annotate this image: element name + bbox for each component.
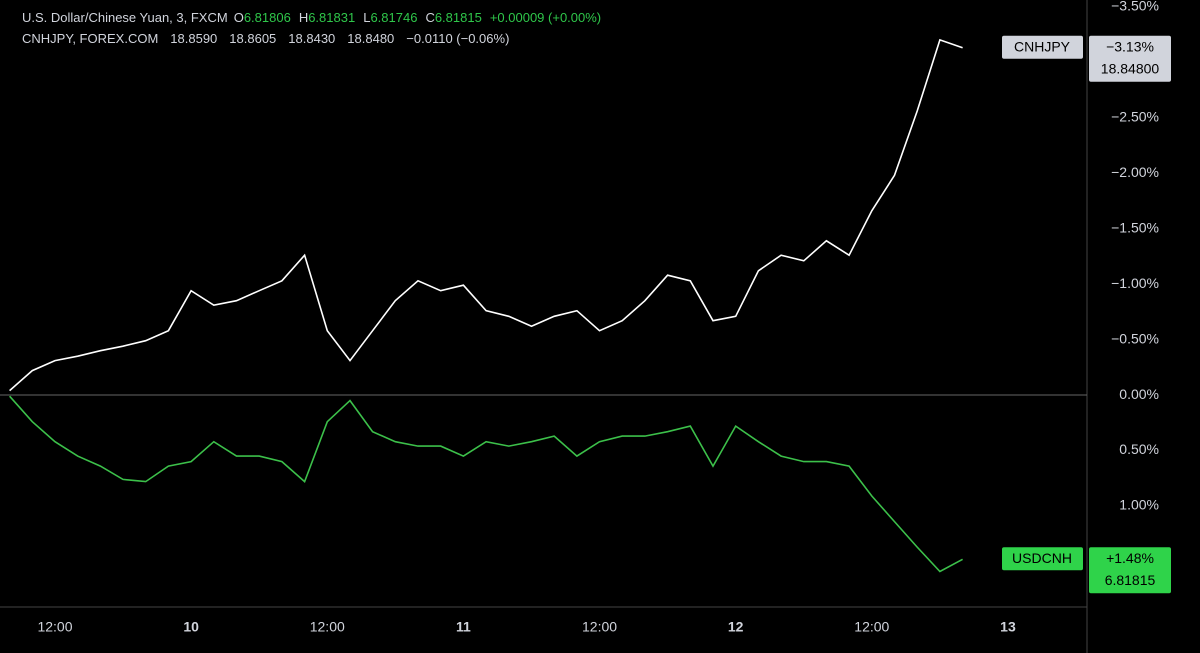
last-label: −3.13%: [1106, 38, 1154, 54]
last-label: +1.48%: [1106, 550, 1154, 566]
symbol-title: U.S. Dollar/Chinese Yuan, 3, FXCM: [22, 10, 228, 25]
y-tick-label: −1.00%: [1111, 275, 1159, 291]
x-tick-label: 12:00: [854, 619, 889, 635]
y-tick-label: −1.50%: [1111, 219, 1159, 235]
compare-change: −0.0110 (−0.06%): [406, 31, 509, 46]
series-name: CNHJPY: [1014, 38, 1071, 54]
y-tick-label: −0.50%: [1111, 330, 1159, 346]
ohlc-value: 6.81831: [308, 10, 355, 25]
y-tick-label: −3.50%: [1111, 0, 1159, 13]
series-line: [9, 395, 963, 573]
ohlc-value: 6.81815: [435, 10, 482, 25]
last-value-tag: [1089, 35, 1171, 82]
last-price: 6.81815: [1105, 572, 1156, 588]
y-tick-label: −2.00%: [1111, 164, 1159, 180]
compare-value: 18.8590: [170, 31, 217, 46]
x-tick-label: 12:00: [310, 619, 345, 635]
y-tick-label: 0.50%: [1119, 441, 1159, 457]
header-line: CNHJPY, FOREX.COM 18.8590 18.8605 18.8430 18…: [22, 31, 509, 46]
last-value-tag: [1089, 547, 1171, 594]
x-tick-label: 12:00: [582, 619, 617, 635]
ohlc-value: 6.81746: [370, 10, 417, 25]
header-line: U.S. Dollar/Chinese Yuan, 3, FXCM O6.8180…: [22, 10, 601, 25]
x-tick-label: 10: [183, 619, 199, 635]
y-tick-label: −2.50%: [1111, 108, 1159, 124]
ohlc-key: H: [299, 10, 308, 25]
ohlc-key: O: [234, 10, 244, 25]
series-name-tag: [1002, 35, 1083, 59]
compare-value: 18.8480: [347, 31, 394, 46]
compare-value: 18.8430: [288, 31, 335, 46]
compare-title: CNHJPY, FOREX.COM: [22, 31, 158, 46]
x-tick-label: 11: [456, 619, 471, 635]
series-name: USDCNH: [1012, 550, 1072, 566]
x-tick-label: 12: [728, 619, 744, 635]
series-line: [9, 38, 963, 392]
y-tick-label: 1.00%: [1119, 497, 1159, 513]
x-tick-label: 12:00: [37, 619, 72, 635]
x-tick-label: 13: [1000, 619, 1016, 635]
y-tick-label: 0.00%: [1119, 386, 1159, 402]
ohlc-key: L: [363, 10, 370, 25]
ohlc-key: C: [425, 10, 434, 25]
compare-value: 18.8605: [229, 31, 276, 46]
last-price: 18.84800: [1101, 60, 1160, 76]
ohlc-value: 6.81806: [244, 10, 291, 25]
change: +0.00009 (+0.00%): [490, 10, 601, 25]
series-name-tag: [1002, 547, 1083, 571]
